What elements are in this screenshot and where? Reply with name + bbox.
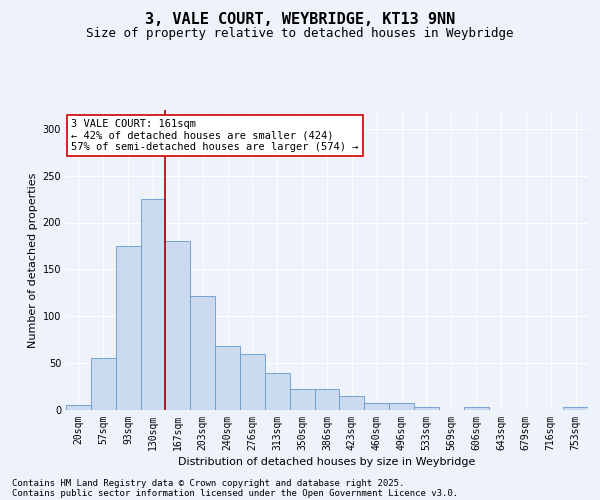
Bar — [215, 346, 240, 410]
Bar — [290, 390, 314, 410]
Text: 3 VALE COURT: 161sqm
← 42% of detached houses are smaller (424)
57% of semi-deta: 3 VALE COURT: 161sqm ← 42% of detached h… — [71, 119, 359, 152]
Bar — [563, 407, 588, 410]
X-axis label: Distribution of detached houses by size in Weybridge: Distribution of detached houses by size … — [178, 457, 476, 467]
Bar — [340, 396, 364, 410]
Bar — [91, 358, 116, 410]
Bar — [240, 354, 265, 410]
Text: 3, VALE COURT, WEYBRIDGE, KT13 9NN: 3, VALE COURT, WEYBRIDGE, KT13 9NN — [145, 12, 455, 28]
Bar — [116, 246, 140, 410]
Bar — [364, 402, 389, 410]
Bar — [140, 199, 166, 410]
Text: Size of property relative to detached houses in Weybridge: Size of property relative to detached ho… — [86, 28, 514, 40]
Bar — [166, 242, 190, 410]
Text: Contains public sector information licensed under the Open Government Licence v3: Contains public sector information licen… — [12, 488, 458, 498]
Bar — [414, 407, 439, 410]
Bar — [314, 390, 340, 410]
Bar — [464, 407, 488, 410]
Text: Contains HM Land Registry data © Crown copyright and database right 2025.: Contains HM Land Registry data © Crown c… — [12, 478, 404, 488]
Bar — [190, 296, 215, 410]
Bar — [66, 406, 91, 410]
Bar — [389, 402, 414, 410]
Y-axis label: Number of detached properties: Number of detached properties — [28, 172, 38, 348]
Bar — [265, 372, 290, 410]
